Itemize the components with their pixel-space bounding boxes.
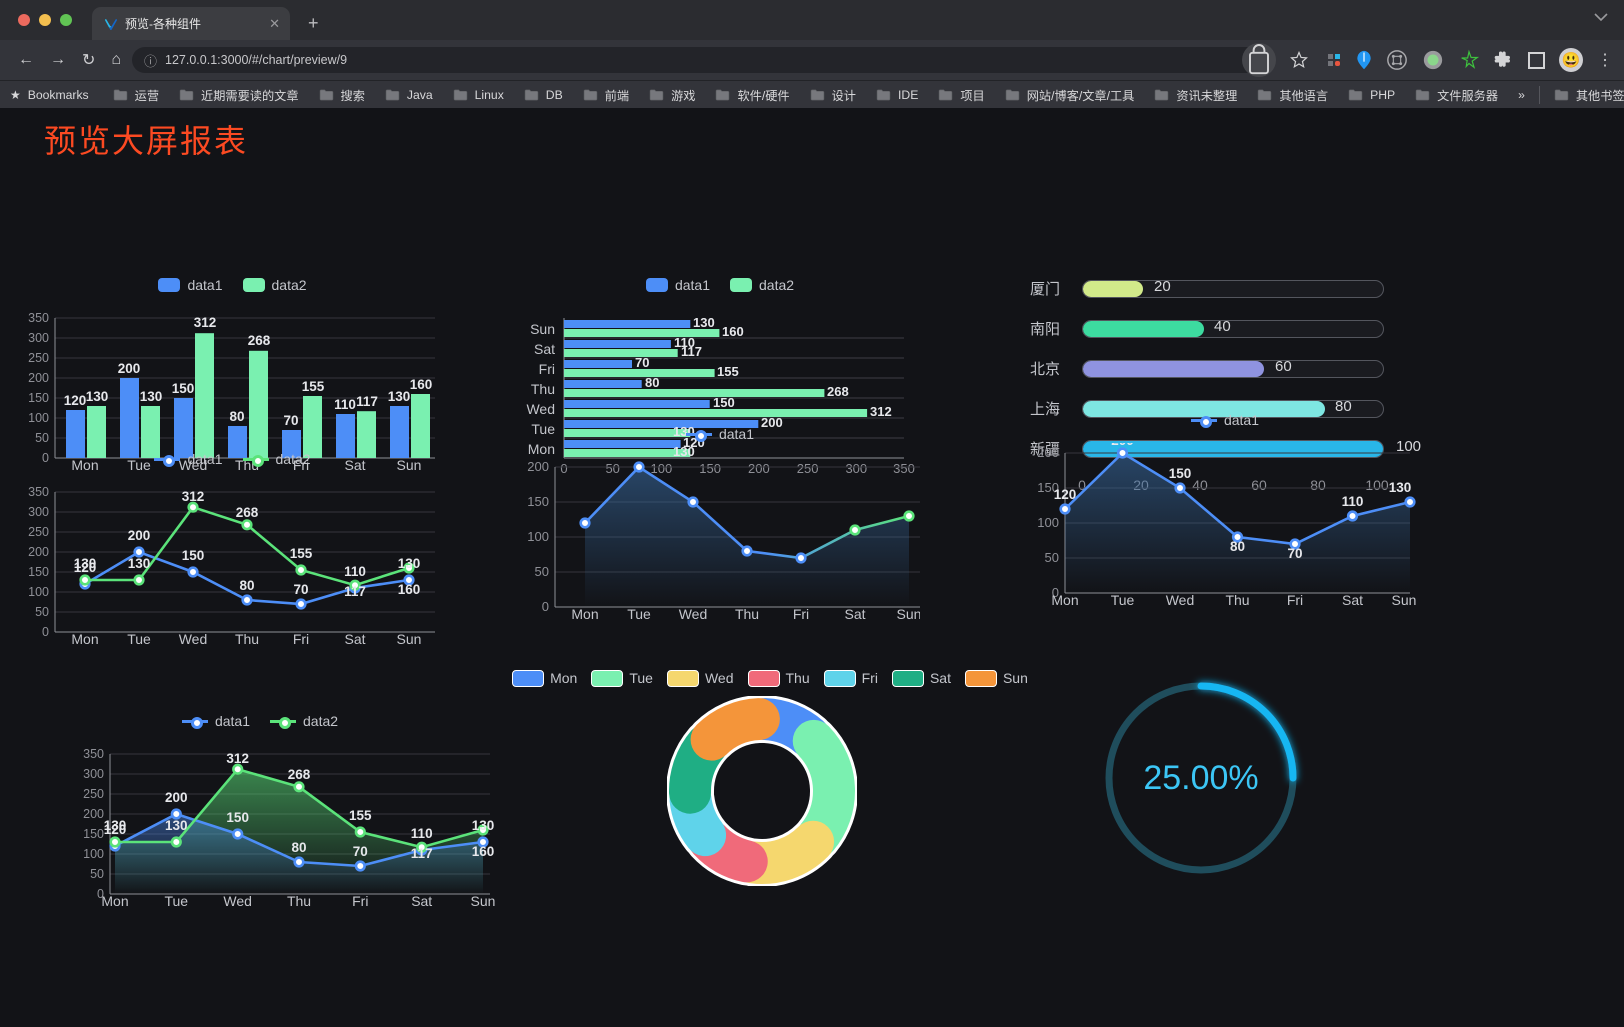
svg-text:80: 80 <box>291 840 306 855</box>
svg-text:200: 200 <box>128 528 151 543</box>
svg-text:110: 110 <box>344 564 366 579</box>
svg-text:268: 268 <box>288 767 311 782</box>
svg-text:Sat: Sat <box>844 606 865 622</box>
svg-text:200: 200 <box>118 361 141 376</box>
svg-text:Thu: Thu <box>735 606 759 622</box>
svg-text:100: 100 <box>527 529 549 544</box>
svg-text:100: 100 <box>28 585 49 599</box>
svg-text:25.00%: 25.00% <box>1143 759 1258 797</box>
svg-text:100: 100 <box>1037 515 1059 530</box>
svg-text:Thu: Thu <box>287 893 311 909</box>
svg-text:300: 300 <box>28 505 49 519</box>
svg-text:Mon: Mon <box>571 606 598 622</box>
svg-text:130: 130 <box>165 818 188 833</box>
svg-text:250: 250 <box>28 351 49 365</box>
svg-text:Sat: Sat <box>411 893 432 909</box>
svg-text:Fri: Fri <box>352 893 368 909</box>
svg-text:200: 200 <box>28 545 49 559</box>
svg-text:110: 110 <box>1342 494 1364 509</box>
svg-text:200: 200 <box>527 459 549 474</box>
svg-text:350: 350 <box>83 747 104 761</box>
svg-text:Wed: Wed <box>1166 592 1195 608</box>
svg-text:300: 300 <box>83 767 104 781</box>
svg-text:0: 0 <box>42 625 49 639</box>
svg-text:117: 117 <box>344 584 366 599</box>
svg-text:130: 130 <box>472 818 495 833</box>
svg-text:250: 250 <box>28 525 49 539</box>
svg-text:Sun: Sun <box>471 893 496 909</box>
svg-text:120: 120 <box>1054 487 1077 502</box>
svg-text:Sat: Sat <box>1342 592 1363 608</box>
svg-text:250: 250 <box>83 787 104 801</box>
svg-text:110: 110 <box>411 826 433 841</box>
svg-text:350: 350 <box>28 311 49 325</box>
svg-text:130: 130 <box>128 556 151 571</box>
svg-text:50: 50 <box>35 605 49 619</box>
svg-text:70: 70 <box>293 582 308 597</box>
svg-text:150: 150 <box>226 810 249 825</box>
svg-text:0: 0 <box>542 599 549 614</box>
svg-text:268: 268 <box>248 333 271 348</box>
svg-text:150: 150 <box>28 565 49 579</box>
svg-text:Wed: Wed <box>223 893 252 909</box>
svg-text:155: 155 <box>290 546 313 561</box>
svg-text:130: 130 <box>74 556 97 571</box>
svg-text:50: 50 <box>90 867 104 881</box>
svg-text:150: 150 <box>83 827 104 841</box>
svg-text:Thu: Thu <box>1225 592 1249 608</box>
svg-text:Mon: Mon <box>1051 592 1078 608</box>
svg-text:Mon: Mon <box>101 893 128 909</box>
svg-text:200: 200 <box>83 807 104 821</box>
svg-text:Sun: Sun <box>1392 592 1417 608</box>
svg-text:50: 50 <box>1045 550 1059 565</box>
svg-text:160: 160 <box>398 582 421 597</box>
svg-text:150: 150 <box>527 494 549 509</box>
svg-text:155: 155 <box>349 808 372 823</box>
svg-text:130: 130 <box>398 556 421 571</box>
svg-text:130: 130 <box>693 315 715 330</box>
svg-text:312: 312 <box>226 751 249 766</box>
svg-text:350: 350 <box>28 485 49 499</box>
svg-text:312: 312 <box>194 315 217 330</box>
svg-text:50: 50 <box>535 564 549 579</box>
svg-text:300: 300 <box>28 331 49 345</box>
svg-text:Wed: Wed <box>679 606 708 622</box>
svg-text:150: 150 <box>182 548 205 563</box>
svg-text:160: 160 <box>722 324 744 339</box>
svg-text:80: 80 <box>1230 539 1245 554</box>
svg-text:80: 80 <box>239 578 254 593</box>
svg-text:117: 117 <box>411 846 433 861</box>
svg-text:130: 130 <box>1389 480 1412 495</box>
svg-text:Sun: Sun <box>530 321 555 337</box>
svg-text:Tue: Tue <box>1111 592 1135 608</box>
svg-text:100: 100 <box>83 847 104 861</box>
svg-text:160: 160 <box>472 844 495 859</box>
svg-text:312: 312 <box>182 489 205 504</box>
svg-text:Sun: Sun <box>897 606 920 622</box>
svg-text:130: 130 <box>104 818 127 833</box>
svg-text:Tue: Tue <box>164 893 188 909</box>
svg-text:268: 268 <box>236 505 259 520</box>
svg-text:Fri: Fri <box>1287 592 1303 608</box>
svg-text:150: 150 <box>1169 466 1192 481</box>
svg-text:200: 200 <box>1037 445 1059 460</box>
svg-text:200: 200 <box>1111 443 1134 448</box>
svg-text:Sat: Sat <box>534 341 555 357</box>
svg-text:Tue: Tue <box>627 606 651 622</box>
svg-text:200: 200 <box>165 790 188 805</box>
svg-text:70: 70 <box>1287 546 1302 561</box>
svg-text:Fri: Fri <box>793 606 809 622</box>
svg-text:70: 70 <box>353 844 368 859</box>
